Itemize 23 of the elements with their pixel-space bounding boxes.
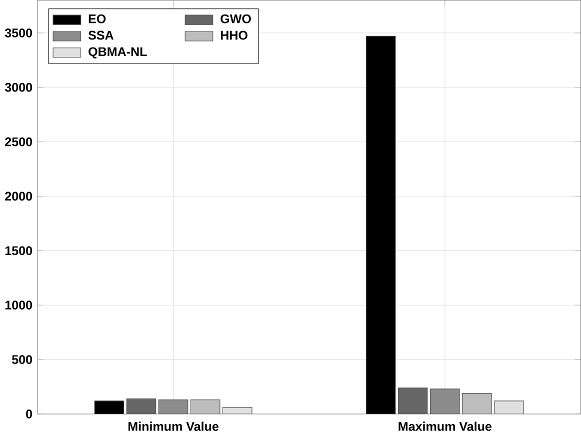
y-tick-label: 0 [26, 410, 32, 419]
y-tick-label: 2000 [5, 192, 32, 201]
bar [222, 407, 252, 414]
y-tick-label: 1500 [5, 246, 32, 256]
y-tick-label: 2500 [5, 138, 32, 146]
legend-label: GWO [220, 14, 251, 24]
y-tick-label: 500 [12, 355, 32, 364]
y-tick-label: 3000 [4, 83, 32, 92]
x-tick-label: Maximum Value [398, 422, 492, 432]
bar [494, 400, 524, 414]
x-tick-label: Minimum Value [128, 422, 218, 432]
bar [462, 393, 492, 414]
bar [366, 36, 396, 414]
legend-label: QBMA-NL [88, 47, 147, 59]
bar [190, 400, 220, 414]
legend-label: EO [88, 14, 106, 24]
y-tick-label: 3500 [4, 28, 32, 38]
y-tick-label: 1000 [5, 300, 32, 310]
bar [94, 401, 124, 414]
bar [398, 388, 428, 414]
bar [126, 398, 156, 414]
legend-label: HHO [220, 31, 248, 40]
legend-label: SSA [88, 31, 114, 40]
